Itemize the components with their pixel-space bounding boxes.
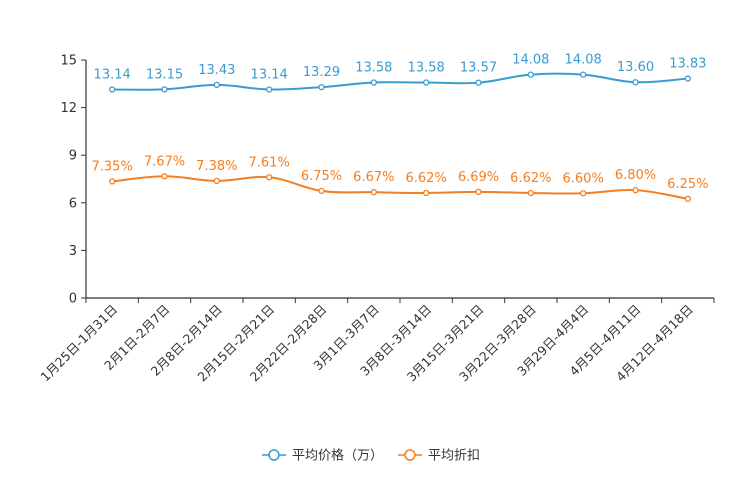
data-label-price: 13.83 <box>669 57 706 72</box>
data-point-discount[interactable] <box>318 187 325 195</box>
data-label-price: 13.29 <box>303 65 340 80</box>
x-tick-label: 1月25日-1月31日 <box>37 302 120 385</box>
data-label-discount: 6.69% <box>458 170 499 185</box>
data-label-price: 13.14 <box>94 68 131 83</box>
data-label-discount: 7.67% <box>144 154 185 169</box>
legend-marker-discount <box>404 449 416 461</box>
data-point-discount[interactable] <box>161 173 168 180</box>
legend-item-price[interactable]: 平均价格（万） <box>262 448 383 464</box>
y-tick-label: 15 <box>60 54 77 69</box>
data-point-discount[interactable] <box>475 188 482 196</box>
data-point-discount[interactable] <box>423 189 430 197</box>
data-label-discount: 6.25% <box>667 177 708 192</box>
data-label-discount: 6.80% <box>615 168 656 183</box>
data-label-price: 14.08 <box>565 53 602 68</box>
data-label-price: 13.58 <box>355 61 392 76</box>
data-label-price: 14.08 <box>512 53 549 68</box>
series-lines <box>112 72 688 200</box>
data-label-discount: 6.75% <box>301 169 342 184</box>
legend-item-discount[interactable]: 平均折扣 <box>398 449 480 464</box>
data-point-discount[interactable] <box>632 186 639 194</box>
data-label-price: 13.58 <box>408 61 445 76</box>
data-label-discount: 6.60% <box>563 171 604 186</box>
data-labels: 13.14 13.15 13.43 13.14 13.29 13.58 13.58 13.57… <box>92 53 709 192</box>
data-point-price[interactable] <box>632 79 639 86</box>
data-point-discount[interactable] <box>370 189 377 196</box>
y-tick-label: 9 <box>69 149 77 164</box>
data-label-price: 13.60 <box>617 60 654 75</box>
data-label-discount: 6.62% <box>510 171 551 186</box>
x-axis-ticks: 1月25日-1月31日2月1日-2月7日2月8日-2月14日2月15日-2月21… <box>37 298 715 385</box>
data-point-price[interactable] <box>475 79 482 86</box>
series-line-discount <box>112 175 688 200</box>
series-points <box>109 71 691 202</box>
legend[interactable]: 平均价格（万） 平均折扣 <box>262 448 480 464</box>
series-line-price <box>112 72 688 91</box>
data-point-price[interactable] <box>684 75 691 82</box>
data-point-discount[interactable] <box>684 195 691 202</box>
legend-label-discount: 平均折扣 <box>428 449 480 464</box>
y-tick-label: 0 <box>69 292 77 307</box>
data-point-discount[interactable] <box>527 189 534 197</box>
data-point-price[interactable] <box>318 83 325 91</box>
data-point-price[interactable] <box>423 79 430 86</box>
data-label-price: 13.15 <box>146 67 183 82</box>
data-point-price[interactable] <box>213 81 220 89</box>
data-label-discount: 7.61% <box>249 155 290 170</box>
data-label-price: 13.43 <box>198 63 235 78</box>
y-axis-ticks: 0 3 6 9 12 15 <box>60 54 86 307</box>
legend-label-price: 平均价格（万） <box>292 448 383 464</box>
data-label-discount: 7.38% <box>196 159 237 174</box>
legend-marker-price <box>268 449 280 461</box>
data-label-price: 13.57 <box>460 61 497 76</box>
data-point-discount[interactable] <box>109 178 116 185</box>
data-point-discount[interactable] <box>213 177 220 185</box>
data-label-discount: 6.62% <box>406 171 447 186</box>
y-tick-label: 6 <box>69 196 77 211</box>
data-label-discount: 6.67% <box>353 170 394 185</box>
data-point-price[interactable] <box>527 71 534 78</box>
data-point-price[interactable] <box>109 86 116 93</box>
data-point-price[interactable] <box>161 86 168 93</box>
data-label-discount: 7.35% <box>92 159 133 174</box>
y-tick-label: 3 <box>69 244 77 259</box>
y-tick-label: 12 <box>60 101 77 116</box>
data-point-discount[interactable] <box>580 190 587 197</box>
data-point-price[interactable] <box>370 79 377 86</box>
data-point-price[interactable] <box>580 71 587 78</box>
data-point-price[interactable] <box>266 86 273 93</box>
data-label-price: 13.14 <box>251 68 288 83</box>
data-point-discount[interactable] <box>266 174 273 181</box>
